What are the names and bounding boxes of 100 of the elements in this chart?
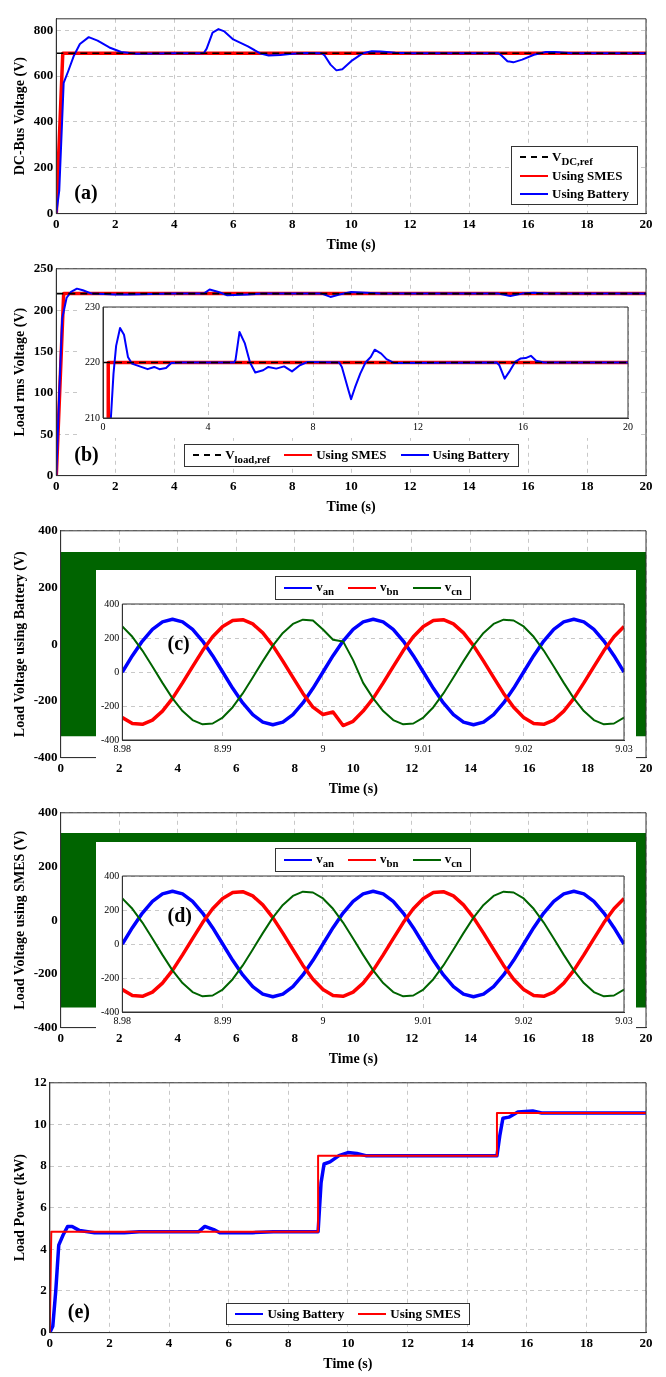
- x-tick-label: 10: [344, 215, 358, 231]
- y-tick-label: 12: [33, 1074, 47, 1090]
- legend-label: V$_{load,ref}$: [225, 446, 271, 465]
- x-tick-label: 12: [401, 1334, 415, 1350]
- y-tick-label: 200: [38, 578, 58, 594]
- y-tick-label: -400: [100, 733, 120, 745]
- legend-label: Using Battery: [432, 447, 510, 464]
- x-tick-label: 16: [518, 420, 528, 432]
- y-tick-label: 6: [40, 1199, 48, 1215]
- legend-label: Using SMES: [390, 1305, 461, 1322]
- y-tick-label: 400: [104, 597, 120, 609]
- x-tick-label: 8: [288, 215, 296, 231]
- legend-label: v$_{bn}$: [380, 851, 399, 869]
- y-tick-label: 0: [114, 665, 120, 677]
- x-tick-label: 4: [170, 215, 178, 231]
- x-tick-label: 12: [403, 477, 417, 493]
- y-tick-label: 0: [46, 466, 54, 482]
- x-tick-label: 8.98: [113, 742, 132, 754]
- x-tick-label: 4: [174, 759, 182, 775]
- annotation: (d): [167, 903, 192, 927]
- y-tick-label: -400: [33, 1018, 58, 1034]
- y-tick-label: -200: [33, 692, 58, 708]
- x-tick-label: 9.03: [615, 1014, 633, 1026]
- x-tick-label: 18: [580, 759, 595, 775]
- x-tick-label: 20: [639, 215, 653, 231]
- y-tick-label: 800: [33, 21, 54, 37]
- x-tick-label: 20: [639, 477, 653, 493]
- x-tick-label: 8: [291, 759, 299, 775]
- x-tick-label: 10: [341, 1334, 355, 1350]
- x-tick-label: 12: [405, 1029, 419, 1045]
- x-tick-label: 8.98: [113, 1014, 132, 1026]
- x-tick-label: 14: [463, 759, 478, 775]
- legend-label: v$_{an}$: [316, 851, 335, 869]
- x-tick-label: 20: [639, 1029, 653, 1045]
- x-tick-label: 9.01: [414, 1014, 433, 1026]
- y-tick-label: 8: [40, 1157, 48, 1173]
- x-tick-label: 16: [522, 1029, 536, 1045]
- legend-label: Using SMES: [552, 168, 623, 185]
- y-tick-label: 0: [114, 937, 120, 949]
- y-tick-label: 400: [38, 804, 58, 820]
- x-tick-label: 16: [520, 1334, 534, 1350]
- x-tick-label: 18: [579, 1334, 594, 1350]
- y-tick-label: 2: [40, 1282, 47, 1298]
- x-tick-label: 6: [229, 215, 237, 231]
- y-tick-label: 200: [33, 159, 54, 175]
- x-tick-label: 12: [413, 420, 423, 432]
- x-tick-label: 8.99: [213, 742, 232, 754]
- x-tick-label: 4: [165, 1334, 173, 1350]
- y-tick-label: 210: [85, 411, 100, 423]
- x-tick-label: 4: [170, 477, 178, 493]
- x-tick-label: 14: [460, 1334, 475, 1350]
- x-tick-label: 9.02: [514, 742, 533, 754]
- y-tick-label: 250: [33, 260, 54, 276]
- y-tick-label: -400: [33, 748, 58, 764]
- x-tick-label: 8: [288, 477, 296, 493]
- x-tick-label: 14: [463, 1029, 478, 1045]
- x-tick-label: 16: [521, 477, 536, 493]
- x-tick-label: 6: [232, 1029, 240, 1045]
- y-tick-label: -200: [100, 699, 120, 711]
- x-tick-label: 16: [521, 215, 536, 231]
- y-axis-title: Load rms Voltage (V): [12, 307, 29, 437]
- x-axis-title: Time (s): [326, 499, 377, 516]
- y-tick-label: 0: [51, 635, 58, 651]
- legend-label: v$_{an}$: [316, 579, 335, 597]
- annotation: (a): [74, 180, 98, 204]
- y-tick-label: 0: [40, 1323, 47, 1339]
- annotation: (b): [74, 442, 99, 466]
- y-tick-label: 100: [33, 384, 54, 400]
- x-tick-label: 18: [580, 215, 595, 231]
- y-tick-label: 50: [40, 425, 54, 441]
- y-tick-label: 10: [33, 1115, 47, 1131]
- y-tick-label: 200: [38, 857, 58, 873]
- x-axis-title: Time (s): [326, 237, 377, 254]
- y-tick-label: 200: [104, 631, 120, 643]
- x-tick-label: 18: [580, 477, 595, 493]
- y-tick-label: 400: [33, 113, 54, 129]
- x-tick-label: 8.99: [213, 1014, 232, 1026]
- x-tick-label: 20: [623, 420, 633, 432]
- legend-label: Using Battery: [267, 1305, 345, 1322]
- x-tick-label: 16: [522, 759, 536, 775]
- x-tick-label: 9.03: [615, 742, 633, 754]
- y-axis-title: Load Voltage using Battery (V): [12, 550, 29, 738]
- y-tick-label: 200: [33, 301, 54, 317]
- x-tick-label: 8: [310, 420, 316, 432]
- x-tick-label: 10: [344, 477, 358, 493]
- x-tick-label: 9.02: [514, 1014, 533, 1026]
- x-tick-label: 12: [403, 215, 417, 231]
- y-tick-label: 230: [85, 300, 100, 312]
- x-tick-label: 9.01: [414, 742, 433, 754]
- x-axis-title: Time (s): [328, 1051, 379, 1068]
- y-tick-label: 0: [46, 204, 54, 220]
- y-axis-title: Load Voltage using SMES (V): [12, 830, 29, 1010]
- y-tick-label: 150: [33, 342, 54, 358]
- y-tick-label: 600: [33, 67, 54, 83]
- y-tick-label: 0: [51, 911, 58, 927]
- y-tick-label: -200: [100, 971, 120, 983]
- x-tick-label: 20: [639, 1334, 653, 1350]
- x-tick-label: 4: [205, 420, 211, 432]
- x-tick-label: 6: [232, 759, 240, 775]
- x-axis-title: Time (s): [323, 1356, 373, 1373]
